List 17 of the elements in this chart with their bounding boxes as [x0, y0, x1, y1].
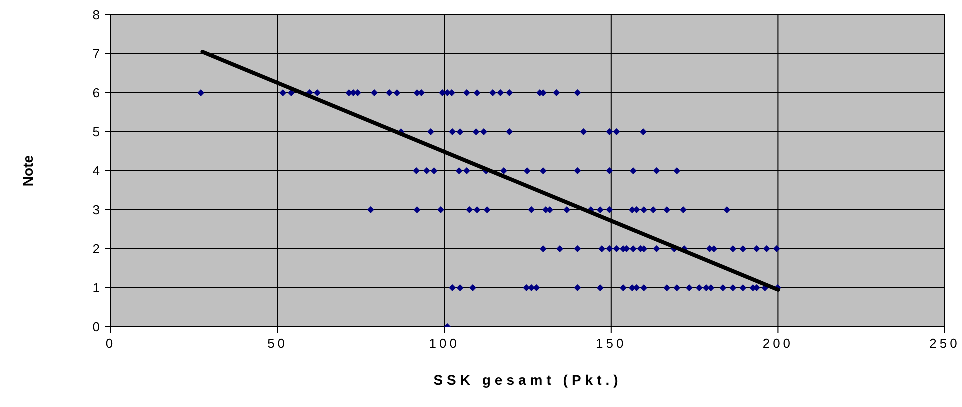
y-tick-label: 8	[92, 8, 103, 23]
y-tick-label: 6	[92, 86, 103, 101]
x-tick-label: 100	[429, 336, 460, 352]
y-tick-label: 1	[92, 280, 103, 296]
y-tick-label: 0	[92, 320, 103, 335]
y-axis-title: Note	[20, 155, 36, 187]
x-axis-title: SSK gesamt (Pkt.)	[434, 372, 622, 388]
y-tick-label: 7	[92, 46, 103, 62]
x-tick-label: 50	[268, 336, 288, 352]
x-tick-label: 200	[762, 336, 794, 352]
y-tick-label: 4	[92, 164, 103, 179]
x-tick-label: 0	[106, 336, 116, 352]
y-tick-label: 2	[92, 242, 103, 257]
x-tick-label: 150	[596, 336, 627, 352]
y-tick-label: 3	[92, 202, 103, 218]
y-tick-label: 5	[92, 124, 103, 140]
x-tick-label: 250	[930, 336, 960, 352]
